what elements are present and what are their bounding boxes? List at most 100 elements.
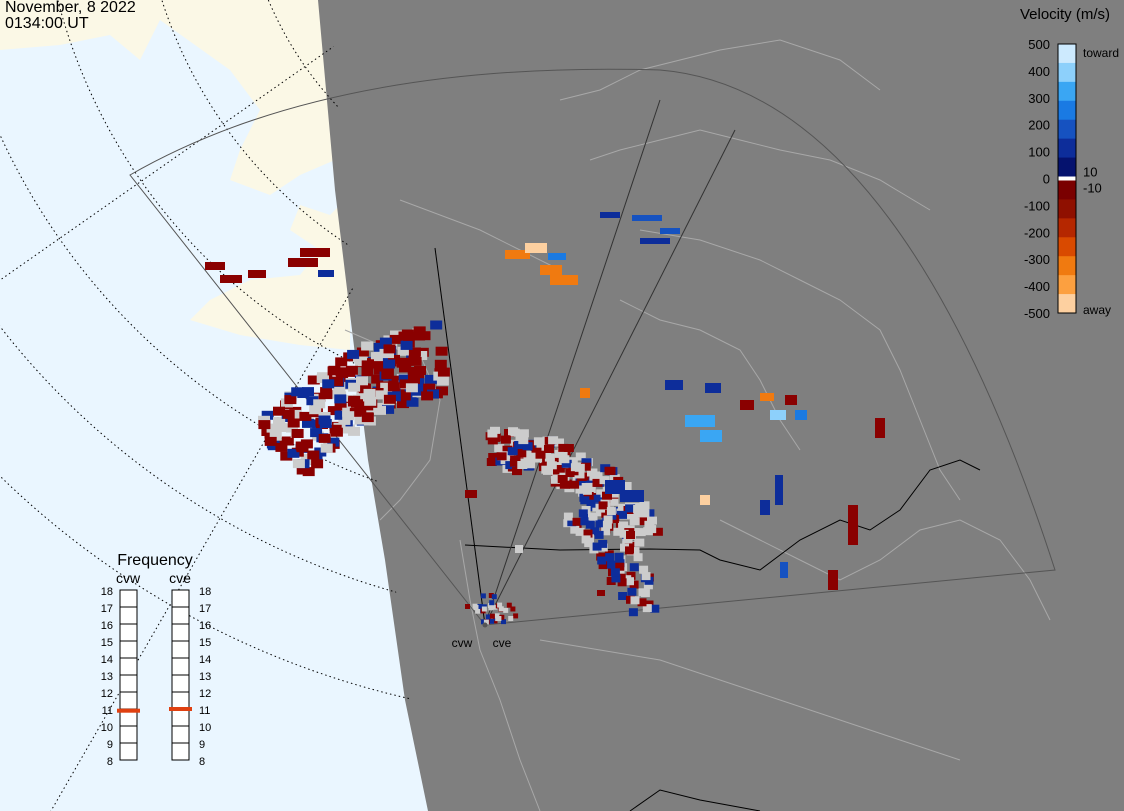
velocity-cell [629, 580, 639, 589]
frequency-level-label-left: 18 [101, 586, 113, 598]
fov-outline [129, 68, 1056, 626]
velocity-cell [535, 450, 546, 459]
colorbar-tick-label: 100 [1028, 145, 1050, 160]
velocity-cell [630, 596, 640, 605]
velocity-cell [388, 375, 401, 385]
velocity-cell [525, 460, 536, 469]
velocity-cell [623, 535, 633, 544]
velocity-cell [310, 428, 323, 438]
velocity-cell [361, 413, 374, 423]
velocity-cell [626, 531, 635, 539]
velocity-cell [634, 538, 645, 547]
velocity-cell [338, 415, 351, 425]
day-ocean [0, 0, 420, 811]
frequency-marker-cve [169, 707, 192, 711]
velocity-cell [617, 503, 628, 512]
fov-beam-center-1 [484, 99, 661, 626]
frequency-level-label-left: 17 [101, 603, 113, 615]
velocity-cell [652, 527, 663, 536]
coastline-2 [589, 129, 931, 211]
night-side [318, 0, 1124, 811]
velocity-cell [273, 406, 285, 416]
velocity-cell [264, 436, 277, 446]
velocity-cell [640, 238, 670, 244]
colorbar-tick-label: -300 [1024, 252, 1050, 267]
velocity-cell [398, 331, 411, 341]
velocity-cell [406, 397, 419, 407]
velocity-cell [480, 593, 486, 599]
velocity-cell [502, 445, 513, 454]
velocity-cell [327, 366, 340, 376]
velocity-cell [606, 577, 616, 585]
velocity-cell [640, 589, 650, 598]
radar-site-labels: cvw cve [452, 622, 512, 650]
velocity-cell [567, 518, 577, 527]
velocity-cell [309, 405, 322, 415]
velocity-cell [635, 528, 646, 537]
velocity-cell [608, 497, 619, 506]
velocity-cell [489, 613, 495, 619]
frequency-level-label-left: 9 [107, 739, 113, 751]
velocity-cell [425, 374, 437, 384]
velocity-cell [415, 351, 428, 360]
velocity-cell [601, 527, 611, 536]
colorbar-segment-toward [1058, 157, 1076, 177]
velocity-cell [705, 383, 721, 393]
velocity-cell [288, 258, 318, 267]
velocity-cell [275, 442, 288, 452]
velocity-cell [637, 517, 648, 526]
velocity-cell [633, 553, 643, 562]
velocity-cell [398, 374, 411, 384]
velocity-cell [598, 501, 608, 510]
frequency-level-label-left: 13 [101, 671, 113, 683]
colorbar-segment-away [1058, 180, 1076, 200]
frequency-level-label-right: 14 [199, 654, 211, 666]
velocity-cell [615, 562, 625, 571]
velocity-cell [592, 478, 603, 487]
velocity-cell [559, 455, 570, 464]
velocity-cell [509, 458, 520, 467]
colorbar-segment-toward [1058, 119, 1076, 140]
velocity-cell [513, 613, 519, 619]
velocity-cell [400, 340, 413, 350]
velocity-cell [318, 270, 334, 277]
frequency-level-label-right: 13 [199, 671, 211, 683]
velocity-cell [575, 452, 586, 461]
velocity-cell [660, 228, 680, 234]
colorbar-title: Velocity (m/s) [1020, 6, 1110, 23]
velocity-cell [625, 546, 634, 555]
velocity-cell [595, 519, 605, 528]
velocity-cell [292, 459, 305, 469]
velocity-cell [289, 409, 302, 419]
velocity-cell [510, 606, 516, 612]
colorbar-segment-away [1058, 218, 1076, 238]
velocity-cell [627, 587, 637, 596]
frequency-level-label-left: 14 [101, 654, 113, 666]
velocity-cell [274, 423, 287, 432]
velocity-cell [487, 429, 498, 438]
velocity-cell [261, 410, 274, 420]
velocity-cell [506, 602, 512, 608]
colorbar-segment-away [1058, 294, 1076, 314]
frequency-level-label-right: 15 [199, 637, 211, 649]
velocity-cell [600, 212, 620, 218]
velocity-cell [517, 461, 528, 469]
velocity-cell [314, 447, 327, 457]
velocity-cell [405, 383, 418, 393]
velocity-cell [557, 475, 568, 483]
velocity-cell [569, 480, 580, 489]
velocity-cell [313, 399, 326, 409]
velocity-cell [588, 512, 598, 521]
velocity-cell [398, 391, 411, 401]
velocity-cell [647, 516, 657, 525]
radar-label-cvw: cvw [452, 636, 473, 650]
velocity-cell [619, 529, 629, 538]
velocity-cell [760, 500, 770, 515]
velocity-cell [507, 447, 518, 456]
frequency-title: Frequency [117, 552, 193, 569]
velocity-cell [620, 543, 629, 552]
velocity-cell [508, 616, 514, 621]
velocity-cell [554, 438, 564, 447]
